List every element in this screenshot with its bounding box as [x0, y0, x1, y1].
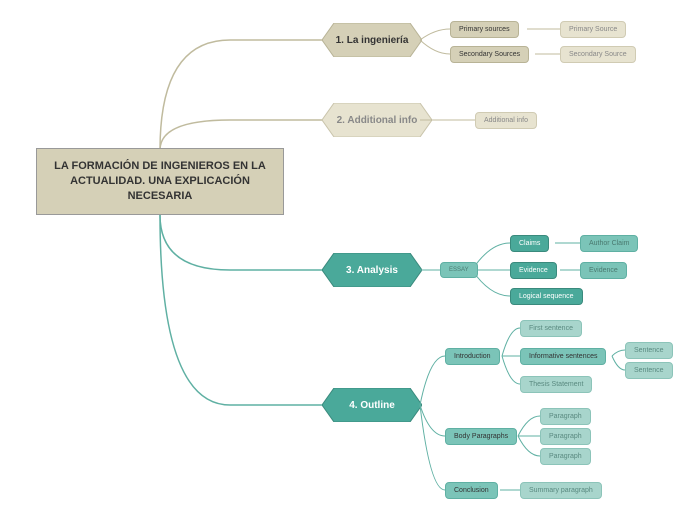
node-introduction[interactable]: Introduction	[445, 348, 500, 365]
node-claims[interactable]: Claims	[510, 235, 549, 252]
node-primary-sources[interactable]: Primary sources	[450, 21, 519, 38]
node-conclusion[interactable]: Conclusion	[445, 482, 498, 499]
node-secondary-source[interactable]: Secondary Source	[560, 46, 636, 63]
node-evidence-2[interactable]: Evidence	[580, 262, 627, 279]
root-node[interactable]: LA FORMACIÓN DE INGENIEROS EN LA ACTUALI…	[36, 148, 284, 215]
branch-1-label: 1. La ingeniería	[336, 35, 409, 46]
branch-4-label: 4. Outline	[349, 400, 395, 411]
node-secondary-sources[interactable]: Secondary Sources	[450, 46, 529, 63]
branch-1[interactable]: 1. La ingeniería	[322, 23, 422, 57]
node-sentence-1[interactable]: Sentence	[625, 342, 673, 359]
branch-3-label: 3. Analysis	[346, 265, 398, 276]
branch-2-label: 2. Additional info	[337, 115, 418, 126]
node-sentence-2[interactable]: Sentence	[625, 362, 673, 379]
node-thesis-statement[interactable]: Thesis Statement	[520, 376, 592, 393]
root-label: LA FORMACIÓN DE INGENIEROS EN LA ACTUALI…	[49, 159, 271, 204]
branch-4[interactable]: 4. Outline	[322, 388, 422, 422]
node-first-sentence[interactable]: First sentence	[520, 320, 582, 337]
branch-2[interactable]: 2. Additional info	[322, 103, 432, 137]
branch-3[interactable]: 3. Analysis	[322, 253, 422, 287]
node-evidence[interactable]: Evidence	[510, 262, 557, 279]
node-author-claim[interactable]: Author Claim	[580, 235, 638, 252]
node-paragraph-3[interactable]: Paragraph	[540, 448, 591, 465]
node-additional-info[interactable]: Additional info	[475, 112, 537, 129]
node-paragraph-2[interactable]: Paragraph	[540, 428, 591, 445]
node-primary-source[interactable]: Primary Source	[560, 21, 626, 38]
node-body-paragraphs[interactable]: Body Paragraphs	[445, 428, 517, 445]
node-informative-sentences[interactable]: Informative sentences	[520, 348, 606, 365]
node-paragraph-1[interactable]: Paragraph	[540, 408, 591, 425]
node-logical-sequence[interactable]: Logical sequence	[510, 288, 583, 305]
node-essay[interactable]: ESSAY	[440, 262, 478, 278]
node-summary-paragraph[interactable]: Summary paragraph	[520, 482, 602, 499]
